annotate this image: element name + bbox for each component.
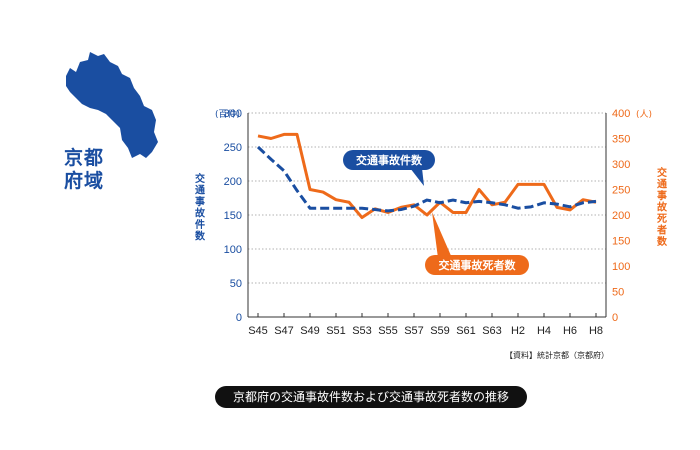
x-tick-label: S63 bbox=[482, 325, 502, 337]
x-tick-label: H8 bbox=[589, 325, 603, 337]
x-tick-label: H4 bbox=[537, 325, 551, 337]
x-tick-label: S53 bbox=[352, 325, 372, 337]
x-tick-label: S61 bbox=[456, 325, 476, 337]
x-tick-label: S59 bbox=[430, 325, 450, 337]
source-note: 【資料】統計京都（京都府） bbox=[505, 351, 609, 360]
callout-pointer-fatalities bbox=[432, 212, 452, 258]
callout-box-fatalities bbox=[425, 255, 529, 275]
y-left-unit: (百件) bbox=[215, 108, 240, 120]
chart-caption: 京都府の交通事故件数および交通事故死者数の推移 bbox=[215, 386, 527, 408]
x-tick-label: S45 bbox=[248, 325, 268, 337]
legend-label-fatalities: 交通事故死者数 bbox=[439, 258, 517, 272]
callout-pointer-accidents bbox=[410, 168, 424, 186]
y-left-tick-label: 250 bbox=[224, 142, 242, 154]
y-left-tick-label: 300 bbox=[224, 108, 242, 120]
x-tick-label: S57 bbox=[404, 325, 424, 337]
y-right-tick-label: 400 bbox=[612, 108, 630, 120]
y-right-tick-label: 250 bbox=[612, 185, 630, 197]
x-tick-label: S55 bbox=[378, 325, 398, 337]
y-right-tick-label: 50 bbox=[612, 287, 624, 299]
prefecture-name-line2: 府域 bbox=[64, 170, 105, 192]
y-right-unit: (人) bbox=[636, 109, 652, 120]
y-right-tick-label: 0 bbox=[612, 312, 618, 324]
y-left-axis-title: 交通事故件数 bbox=[195, 172, 206, 243]
kyoto-prefecture-map bbox=[66, 52, 158, 158]
x-tick-label: S51 bbox=[326, 325, 346, 337]
series-line-accidents bbox=[256, 145, 597, 213]
y-left-tick-label: 0 bbox=[236, 312, 242, 324]
y-right-axis-title: 交通事故死者数 bbox=[656, 166, 668, 248]
x-tick-label: S47 bbox=[274, 325, 294, 337]
y-right-tick-label: 200 bbox=[612, 210, 630, 222]
y-right-tick-label: 150 bbox=[612, 236, 630, 248]
y-right-tick-label: 300 bbox=[612, 159, 630, 171]
x-tick-label: H6 bbox=[563, 325, 577, 337]
x-tick-label: S49 bbox=[300, 325, 320, 337]
y-left-tick-label: 150 bbox=[224, 210, 242, 222]
y-right-tick-label: 350 bbox=[612, 134, 630, 146]
y-left-tick-label: 200 bbox=[224, 176, 242, 188]
legend-label-accidents: 交通事故件数 bbox=[356, 153, 423, 167]
prefecture-name-line1: 京都 bbox=[64, 147, 105, 169]
series-line-fatalities bbox=[257, 132, 597, 220]
x-tick-label: H2 bbox=[511, 325, 525, 337]
y-left-tick-label: 50 bbox=[230, 278, 242, 290]
y-right-tick-label: 100 bbox=[612, 261, 630, 273]
y-left-tick-label: 100 bbox=[224, 244, 242, 256]
callout-box-accidents bbox=[343, 150, 435, 170]
